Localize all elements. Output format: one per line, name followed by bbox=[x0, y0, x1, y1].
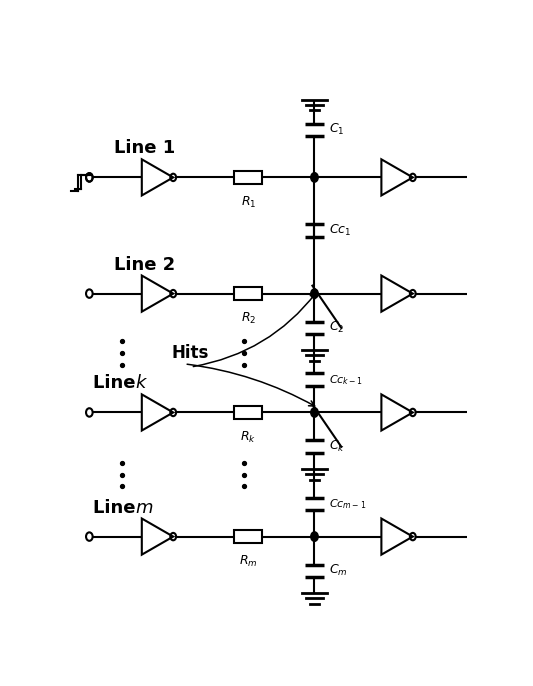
Text: $R_m$: $R_m$ bbox=[239, 554, 257, 569]
Bar bbox=[235, 530, 262, 543]
Text: $R_2$: $R_2$ bbox=[241, 311, 256, 326]
Text: Hits: Hits bbox=[172, 344, 209, 362]
Text: $R_1$: $R_1$ bbox=[241, 195, 256, 210]
Text: $m$: $m$ bbox=[135, 499, 153, 517]
Polygon shape bbox=[382, 159, 413, 196]
Polygon shape bbox=[142, 276, 173, 311]
Text: $C_m$: $C_m$ bbox=[328, 563, 347, 578]
Polygon shape bbox=[382, 519, 413, 555]
Circle shape bbox=[311, 532, 318, 541]
Polygon shape bbox=[382, 394, 413, 431]
Text: $C_1$: $C_1$ bbox=[328, 122, 344, 137]
Circle shape bbox=[311, 173, 318, 182]
Bar bbox=[235, 405, 262, 419]
Bar bbox=[235, 171, 262, 185]
Polygon shape bbox=[382, 276, 413, 311]
Text: $R_k$: $R_k$ bbox=[240, 430, 256, 445]
Text: $Cc_{k-1}$: $Cc_{k-1}$ bbox=[328, 372, 362, 387]
Polygon shape bbox=[142, 394, 173, 431]
Circle shape bbox=[311, 407, 318, 417]
Text: $k$: $k$ bbox=[135, 375, 148, 392]
Polygon shape bbox=[142, 519, 173, 555]
Text: Line 1: Line 1 bbox=[114, 139, 175, 157]
Text: $C_2$: $C_2$ bbox=[328, 320, 344, 335]
Circle shape bbox=[311, 289, 318, 298]
Text: $Cc_1$: $Cc_1$ bbox=[328, 223, 351, 238]
Text: Line: Line bbox=[93, 499, 142, 517]
Text: $C_k$: $C_k$ bbox=[328, 439, 345, 454]
Text: Line: Line bbox=[93, 375, 142, 392]
Text: Line 2: Line 2 bbox=[114, 256, 175, 274]
Text: $Cc_{m-1}$: $Cc_{m-1}$ bbox=[328, 497, 366, 511]
Bar bbox=[235, 287, 262, 300]
Polygon shape bbox=[142, 159, 173, 196]
